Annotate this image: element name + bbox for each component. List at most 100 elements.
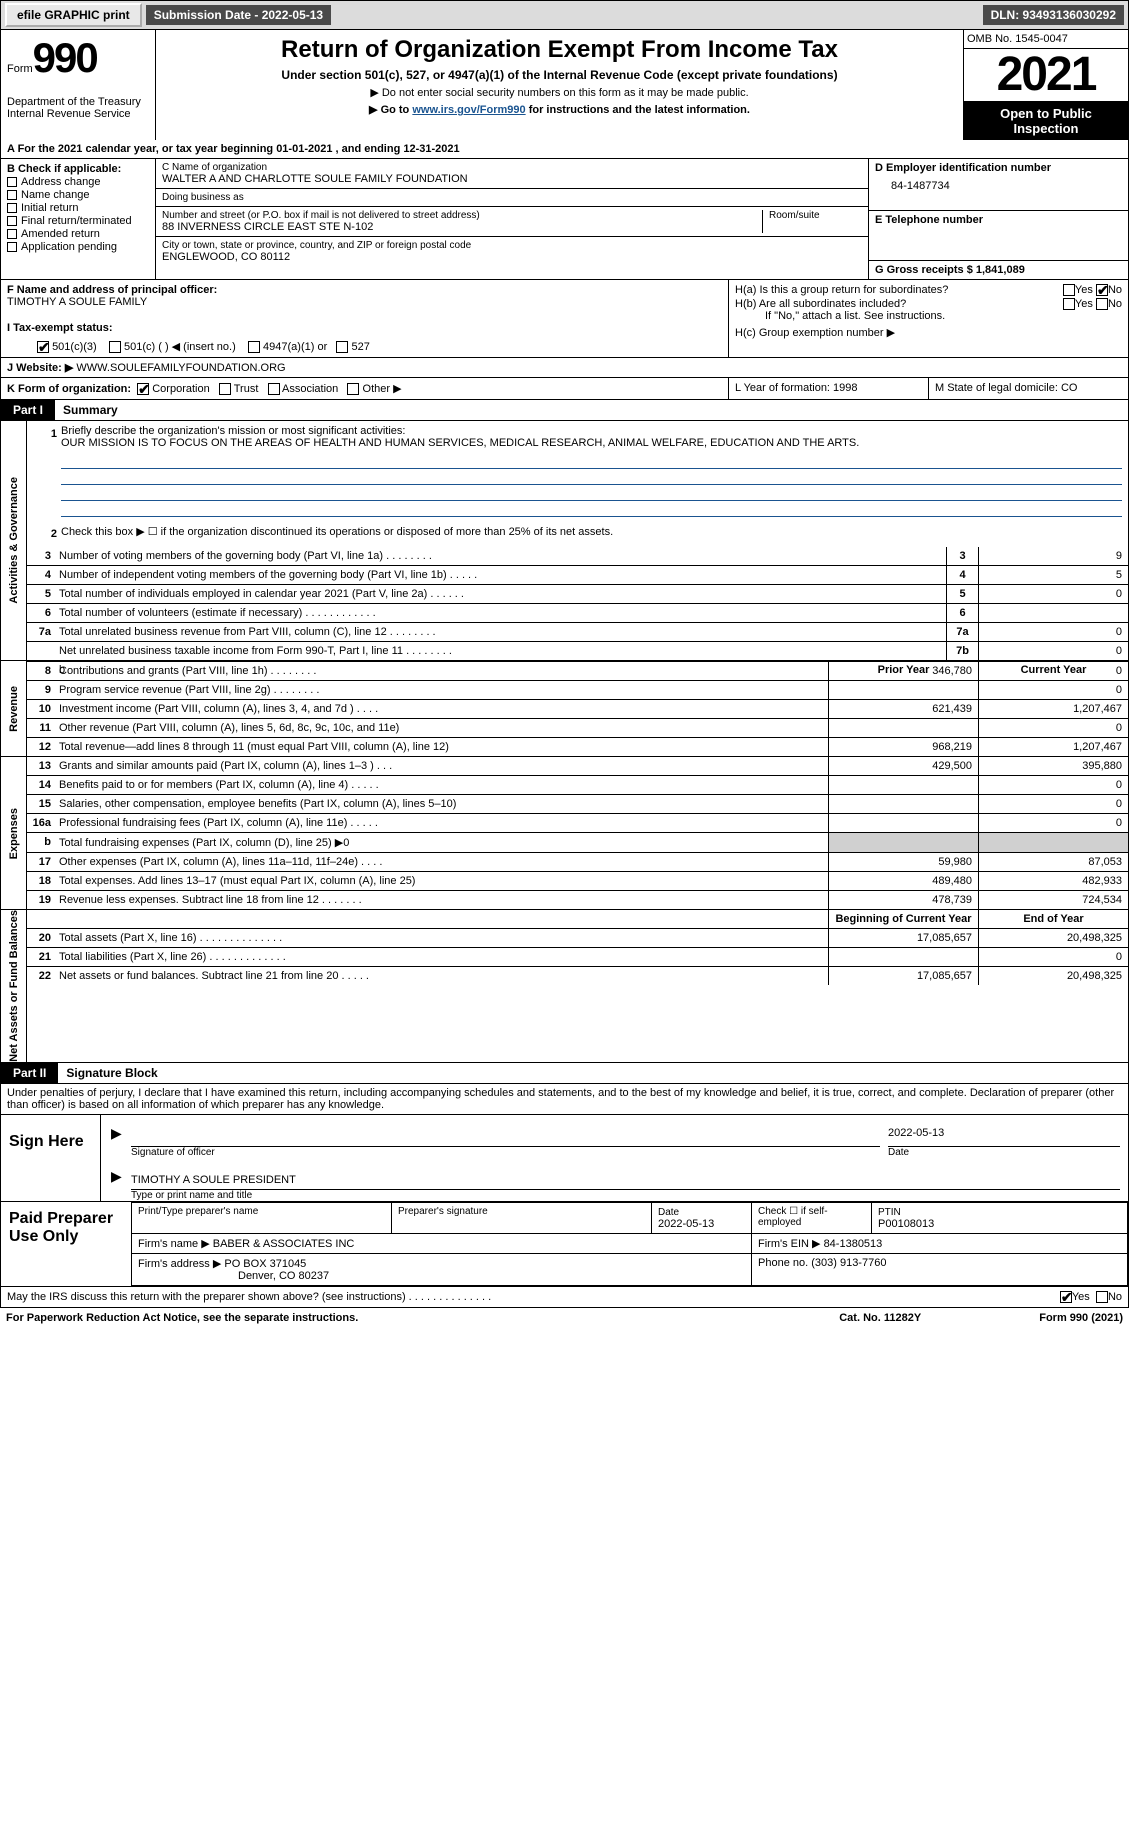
vtab-revenue: Revenue <box>8 686 20 732</box>
form-title: Return of Organization Exempt From Incom… <box>168 36 951 64</box>
submission-date: Submission Date - 2022-05-13 <box>146 5 331 25</box>
chk-other[interactable] <box>347 383 359 395</box>
sign-here-label: Sign Here <box>1 1115 101 1201</box>
irs-link[interactable]: www.irs.gov/Form990 <box>412 104 525 116</box>
revenue-section: Revenue b Prior Year Current Year 8Contr… <box>0 661 1129 757</box>
prior-value <box>828 681 978 699</box>
summary-line: Total expenses. Add lines 13–17 (must eq… <box>55 872 828 890</box>
vtab-netassets: Net Assets or Fund Balances <box>8 910 20 1062</box>
chk-corp[interactable] <box>137 383 149 395</box>
city-state-zip: ENGLEWOOD, CO 80112 <box>162 251 862 263</box>
current-value: 0 <box>978 662 1128 680</box>
declaration: Under penalties of perjury, I declare th… <box>0 1084 1129 1115</box>
arrow-icon: ▶ <box>111 1168 122 1185</box>
date-label: Date <box>888 1147 1128 1158</box>
summary-line: Total liabilities (Part X, line 26) . . … <box>55 948 828 966</box>
hc-label: H(c) Group exemption number ▶ <box>735 326 1122 339</box>
org-name: WALTER A AND CHARLOTTE SOULE FAMILY FOUN… <box>162 173 862 185</box>
prior-value <box>828 719 978 737</box>
section-identity: B Check if applicable: Address changeNam… <box>0 159 1129 280</box>
street-address: 88 INVERNESS CIRCLE EAST STE N-102 <box>162 221 762 233</box>
paperwork-notice: For Paperwork Reduction Act Notice, see … <box>6 1312 839 1324</box>
dln: DLN: 93493136030292 <box>983 5 1124 25</box>
check-label: Final return/terminated <box>21 215 132 227</box>
website-row: J Website: ▶ WWW.SOULEFAMILYFOUNDATION.O… <box>0 358 1129 378</box>
checkbox[interactable] <box>7 190 17 200</box>
chk-trust[interactable] <box>219 383 231 395</box>
check-label: Name change <box>21 189 90 201</box>
officer-name: TIMOTHY A SOULE FAMILY <box>7 296 722 308</box>
summary-line: Total unrelated business revenue from Pa… <box>55 623 946 641</box>
row-klm: K Form of organization: Corporation Trus… <box>0 378 1129 400</box>
ha-no[interactable] <box>1096 284 1108 296</box>
summary-line: Number of independent voting members of … <box>55 566 946 584</box>
summary-line: Salaries, other compensation, employee b… <box>55 795 828 813</box>
name-label: Type or print name and title <box>131 1190 1128 1201</box>
netassets-section: Net Assets or Fund Balances Beginning of… <box>0 910 1129 1063</box>
checkbox[interactable] <box>7 216 17 226</box>
checkbox[interactable] <box>7 203 17 213</box>
addr-label: Number and street (or P.O. box if mail i… <box>162 210 762 221</box>
prior-value <box>828 948 978 966</box>
form-header: Form990 Department of the TreasuryIntern… <box>0 30 1129 140</box>
ha-label: H(a) Is this a group return for subordin… <box>735 284 1063 296</box>
activities-section: Activities & Governance 1 Briefly descri… <box>0 421 1129 661</box>
form-number: 990 <box>33 34 97 81</box>
prior-value: 429,500 <box>828 757 978 775</box>
current-value: 0 <box>978 719 1128 737</box>
sign-here-block: Sign Here ▶ Signature of officer 2022-05… <box>0 1115 1129 1202</box>
hb-no[interactable] <box>1096 298 1108 310</box>
eoy-head: End of Year <box>978 910 1128 928</box>
chk-4947[interactable] <box>248 341 260 353</box>
hb-label: H(b) Are all subordinates included? <box>735 298 1063 310</box>
check-label: Initial return <box>21 202 78 214</box>
mission-label: Briefly describe the organization's miss… <box>61 425 405 437</box>
sig-officer-label: Signature of officer <box>131 1147 888 1158</box>
line2: Check this box ▶ ☐ if the organization d… <box>61 525 1122 543</box>
checkbox[interactable] <box>7 242 17 252</box>
line-value: 0 <box>978 585 1128 603</box>
prior-value: 478,739 <box>828 891 978 909</box>
sig-date: 2022-05-13 <box>888 1127 944 1139</box>
chk-assoc[interactable] <box>268 383 280 395</box>
prior-value: 59,980 <box>828 853 978 871</box>
tax-year: 2021 <box>964 49 1128 102</box>
city-label: City or town, state or province, country… <box>162 240 862 251</box>
check-applicable-label: B Check if applicable: <box>7 163 149 175</box>
phone-label: E Telephone number <box>875 214 983 226</box>
summary-line: Total assets (Part X, line 16) . . . . .… <box>55 929 828 947</box>
prior-value: 968,219 <box>828 738 978 756</box>
current-value: 87,053 <box>978 853 1128 871</box>
discuss-no[interactable] <box>1096 1291 1108 1303</box>
summary-line: Total number of individuals employed in … <box>55 585 946 603</box>
discuss-yes[interactable] <box>1060 1291 1072 1303</box>
chk-501c[interactable] <box>109 341 121 353</box>
summary-line: Grants and similar amounts paid (Part IX… <box>55 757 828 775</box>
gross-receipts: G Gross receipts $ 1,841,089 <box>875 264 1025 276</box>
summary-line: Contributions and grants (Part VIII, lin… <box>55 662 828 680</box>
current-value: 1,207,467 <box>978 700 1128 718</box>
org-name-label: C Name of organization <box>162 162 862 173</box>
website-value: WWW.SOULEFAMILYFOUNDATION.ORG <box>76 362 285 374</box>
sig-name: TIMOTHY A SOULE PRESIDENT <box>131 1174 296 1186</box>
chk-501c3[interactable] <box>37 341 49 353</box>
checkbox[interactable] <box>7 229 17 239</box>
expenses-section: Expenses 13Grants and similar amounts pa… <box>0 757 1129 910</box>
form-label: Form <box>7 63 33 75</box>
summary-line: Total revenue—add lines 8 through 11 (mu… <box>55 738 828 756</box>
line-value: 5 <box>978 566 1128 584</box>
officer-label: F Name and address of principal officer: <box>7 284 722 296</box>
prior-value: 17,085,657 <box>828 929 978 947</box>
prior-value: 489,480 <box>828 872 978 890</box>
chk-527[interactable] <box>336 341 348 353</box>
checkbox[interactable] <box>7 177 17 187</box>
hb-yes[interactable] <box>1063 298 1075 310</box>
omb-number: OMB No. 1545-0047 <box>964 30 1128 49</box>
prior-value: 17,085,657 <box>828 967 978 985</box>
department: Department of the TreasuryInternal Reven… <box>7 96 149 120</box>
ha-yes[interactable] <box>1063 284 1075 296</box>
current-value: 20,498,325 <box>978 967 1128 985</box>
check-label: Amended return <box>21 228 100 240</box>
efile-button[interactable]: efile GRAPHIC print <box>5 3 142 27</box>
prior-value: 346,780 <box>828 662 978 680</box>
